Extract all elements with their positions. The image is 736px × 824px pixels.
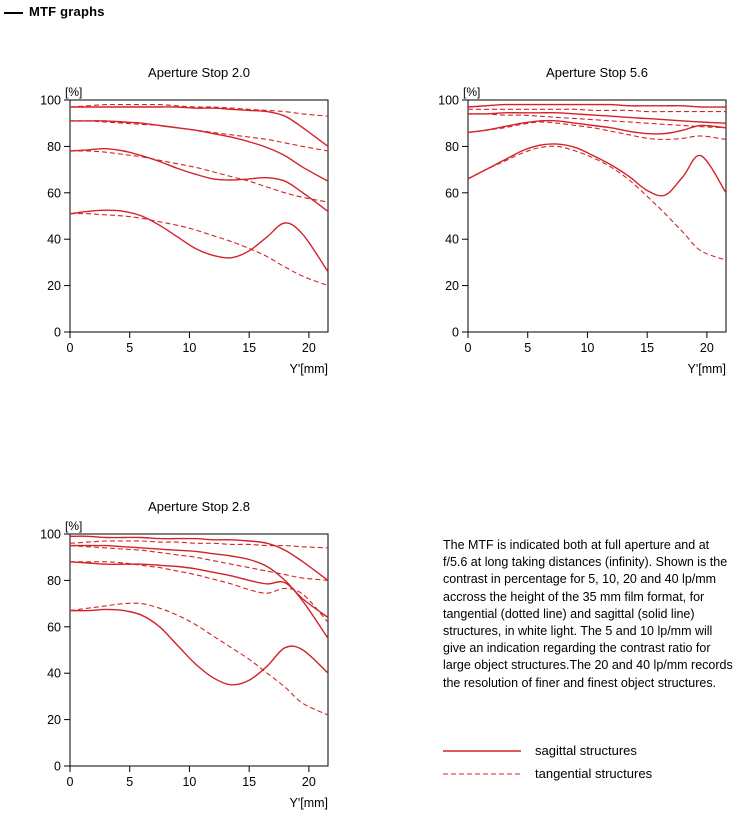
series-10-lp-mm-tangential xyxy=(69,545,329,581)
chart-canvas-2-0: 0 20 40 60 80 100 0 5 10 15 20 [%] Y'[mm] xyxy=(28,84,336,381)
y-tick-label: 100 xyxy=(40,94,61,108)
y-axis-title: [%] xyxy=(65,85,82,99)
series-20-lp-mm-sagittal xyxy=(69,561,329,639)
x-tick-label: 10 xyxy=(580,341,594,355)
chart-plot: 0 20 40 60 80 100 0 5 10 15 20 [%] Y'[mm] xyxy=(438,85,727,376)
y-tick-label: 20 xyxy=(47,713,61,727)
series-20-lp-mm-tangential xyxy=(70,561,329,623)
y-tick-label: 40 xyxy=(445,233,459,247)
y-tick-label: 40 xyxy=(47,667,61,681)
chart-title-5-6: Aperture Stop 5.6 xyxy=(546,65,648,80)
x-tick-label: 5 xyxy=(126,775,133,789)
chart-aperture-stop-2-8: Aperture Stop 2.8 0 20 40 60 80 100 0 5 10 15 20 [%… xyxy=(28,498,336,815)
series-5-lp-mm-sagittal xyxy=(70,106,329,147)
y-axis-title: [%] xyxy=(65,519,82,533)
y-tick-label: 20 xyxy=(47,279,61,293)
y-tick-label: 60 xyxy=(47,186,61,200)
y-tick-label: 0 xyxy=(54,326,61,340)
plot-frame xyxy=(69,99,329,333)
y-tick-label: 80 xyxy=(445,140,459,154)
x-tick-label: 0 xyxy=(67,775,74,789)
series-5-lp-mm-sagittal xyxy=(467,103,727,108)
plot-frame xyxy=(467,99,727,333)
x-tick-label: 15 xyxy=(640,341,654,355)
y-tick-label: 100 xyxy=(40,528,61,542)
x-tick-label: 15 xyxy=(242,775,256,789)
series-5-lp-mm-tangential xyxy=(69,103,329,117)
x-tick-label: 10 xyxy=(182,341,196,355)
series-10-lp-mm-tangential xyxy=(467,113,727,129)
x-tick-label: 0 xyxy=(465,341,472,355)
header-rule xyxy=(4,12,23,14)
y-tick-label: 20 xyxy=(445,279,459,293)
y-axis-title: [%] xyxy=(463,85,480,99)
x-tick-label: 20 xyxy=(700,341,714,355)
series-10-lp-mm-sagittal xyxy=(70,120,329,182)
legend-label-sagittal: sagittal structures xyxy=(535,743,637,758)
y-tick-label: 60 xyxy=(445,186,459,200)
y-tick-label: 0 xyxy=(54,760,61,774)
y-tick-label: 80 xyxy=(47,574,61,588)
x-axis-title: Y'[mm] xyxy=(290,362,329,376)
chart-title-2-0: Aperture Stop 2.0 xyxy=(148,65,250,80)
series-40-lp-mm-sagittal xyxy=(69,608,329,686)
series-5-lp-mm-tangential xyxy=(467,108,726,113)
series-20-lp-mm-tangential xyxy=(467,121,727,140)
y-tick-label: 100 xyxy=(438,94,459,108)
x-tick-label: 5 xyxy=(524,341,531,355)
chart-canvas-5-6: 0 20 40 60 80 100 0 5 10 15 20 [%] Y'[mm] xyxy=(426,84,734,381)
chart-aperture-stop-2-0: Aperture Stop 2.0 0 20 40 60 80 100 0 5 10 15 20 [%… xyxy=(28,64,336,381)
chart-aperture-stop-5-6: Aperture Stop 5.6 0 20 40 60 80 100 0 5 10 15 20 [%… xyxy=(426,64,734,381)
description-text: The MTF is indicated both at full apertu… xyxy=(443,538,733,690)
y-tick-label: 40 xyxy=(47,233,61,247)
chart-title-2-8: Aperture Stop 2.8 xyxy=(148,499,250,514)
chart-plot: 0 20 40 60 80 100 0 5 10 15 20 [%] Y'[mm] xyxy=(40,85,329,376)
x-tick-label: 15 xyxy=(242,341,256,355)
series-40-lp-mm-tangential xyxy=(69,213,329,287)
legend-item-sagittal: sagittal structures xyxy=(443,739,652,762)
series-5-lp-mm-tangential xyxy=(69,540,329,549)
y-tick-label: 60 xyxy=(47,620,61,634)
series-20-lp-mm-sagittal xyxy=(69,147,329,212)
x-tick-label: 5 xyxy=(126,341,133,355)
y-tick-label: 80 xyxy=(47,140,61,154)
x-axis-title: Y'[mm] xyxy=(688,362,727,376)
page-header: MTF graphs xyxy=(4,4,105,19)
solid-line-sample-icon xyxy=(443,749,521,752)
series-40-lp-mm-sagittal xyxy=(69,209,329,273)
series-40-lp-mm-tangential xyxy=(69,602,329,716)
series-40-lp-mm-sagittal xyxy=(467,143,727,197)
x-tick-label: 20 xyxy=(302,775,316,789)
legend-label-tangential: tangential structures xyxy=(535,766,653,781)
series-10-lp-mm-tangential xyxy=(69,120,329,152)
x-axis-title: Y'[mm] xyxy=(290,796,329,810)
x-tick-label: 0 xyxy=(67,341,74,355)
chart-plot: 0 20 40 60 80 100 0 5 10 15 20 [%] Y'[mm] xyxy=(40,519,329,810)
page-title: MTF graphs xyxy=(29,4,105,19)
series-40-lp-mm-tangential xyxy=(467,145,727,261)
x-tick-label: 10 xyxy=(182,775,196,789)
legend: sagittal structures tangential structure… xyxy=(443,739,652,785)
chart-canvas-2-8: 0 20 40 60 80 100 0 5 10 15 20 [%] Y'[mm] xyxy=(28,518,336,815)
series-20-lp-mm-tangential xyxy=(69,150,329,203)
legend-item-tangential: tangential structures xyxy=(443,762,652,785)
x-tick-label: 20 xyxy=(302,341,316,355)
series-20-lp-mm-sagittal xyxy=(467,119,727,135)
dashed-line-sample-icon xyxy=(443,772,521,775)
plot-frame xyxy=(69,533,329,767)
series-10-lp-mm-sagittal xyxy=(70,544,329,619)
y-tick-label: 0 xyxy=(452,326,459,340)
series-5-lp-mm-sagittal xyxy=(69,535,329,581)
series-10-lp-mm-sagittal xyxy=(467,112,727,124)
